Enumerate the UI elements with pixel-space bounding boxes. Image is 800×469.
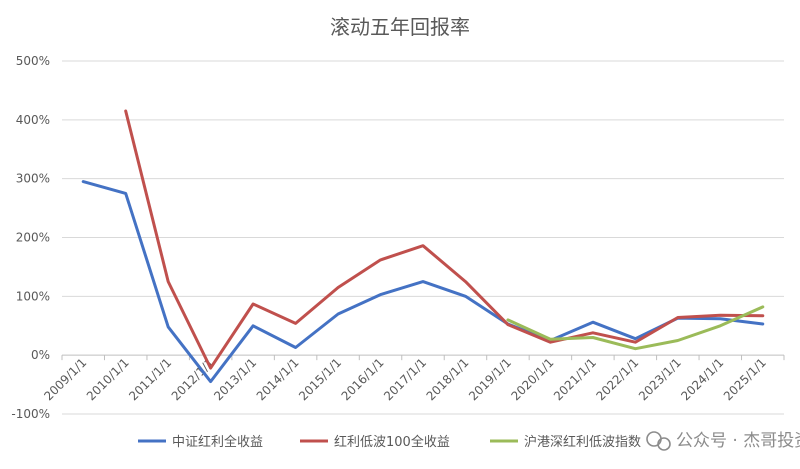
x-tick-label: 2013/1/1 xyxy=(211,355,259,403)
series-line-1 xyxy=(81,180,765,384)
series-line-3 xyxy=(506,305,765,351)
x-tick-label: 2010/1/1 xyxy=(84,355,132,403)
legend-label: 红利低波100全收益 xyxy=(334,434,450,450)
y-tick-label: -100% xyxy=(11,407,50,421)
x-tick-label: 2014/1/1 xyxy=(254,355,302,403)
y-tick-label: 300% xyxy=(16,172,50,186)
watermark-text: 公众号 · 杰哥投资 xyxy=(676,431,800,451)
series-line-2 xyxy=(124,109,765,370)
series-lines xyxy=(81,109,765,384)
watermark: 公众号 · 杰哥投资 xyxy=(646,431,800,451)
x-tick-label: 2015/1/1 xyxy=(296,355,344,403)
x-tick-label: 2020/1/1 xyxy=(509,355,557,403)
y-tick-label: 100% xyxy=(16,289,50,303)
x-tick-label: 2017/1/1 xyxy=(381,355,429,403)
y-tick-label: 0% xyxy=(31,348,50,362)
y-tick-label: 500% xyxy=(16,54,50,68)
grid xyxy=(62,60,784,415)
x-tick-label: 2022/1/1 xyxy=(593,355,641,403)
legend-label: 中证红利全收益 xyxy=(172,434,263,450)
legend-label: 沪港深红利低波指数 xyxy=(524,434,641,450)
chart-title: 滚动五年回报率 xyxy=(330,15,470,39)
x-tick-label: 2009/1/1 xyxy=(41,355,89,403)
y-axis: -100% 0% 100% 200% 300% 400% 500% xyxy=(11,54,50,421)
x-tick-label: 2019/1/1 xyxy=(466,355,514,403)
x-tick-label: 2021/1/1 xyxy=(551,355,599,403)
x-tick-label: 2024/1/1 xyxy=(678,355,726,403)
legend: 中证红利全收益 红利低波100全收益 沪港深红利低波指数 xyxy=(138,434,641,450)
y-tick-label: 400% xyxy=(16,113,50,127)
x-tick-label: 2016/1/1 xyxy=(339,355,387,403)
y-tick-label: 200% xyxy=(16,231,50,245)
x-tick-label: 2023/1/1 xyxy=(636,355,684,403)
wechat-icon xyxy=(646,431,671,451)
x-tick-label: 2018/1/1 xyxy=(424,355,472,403)
x-tick-label: 2025/1/1 xyxy=(721,355,769,403)
x-axis: 2009/1/12010/1/12011/1/12012/1/12013/1/1… xyxy=(41,355,785,403)
x-tick-label: 2011/1/1 xyxy=(126,355,174,403)
